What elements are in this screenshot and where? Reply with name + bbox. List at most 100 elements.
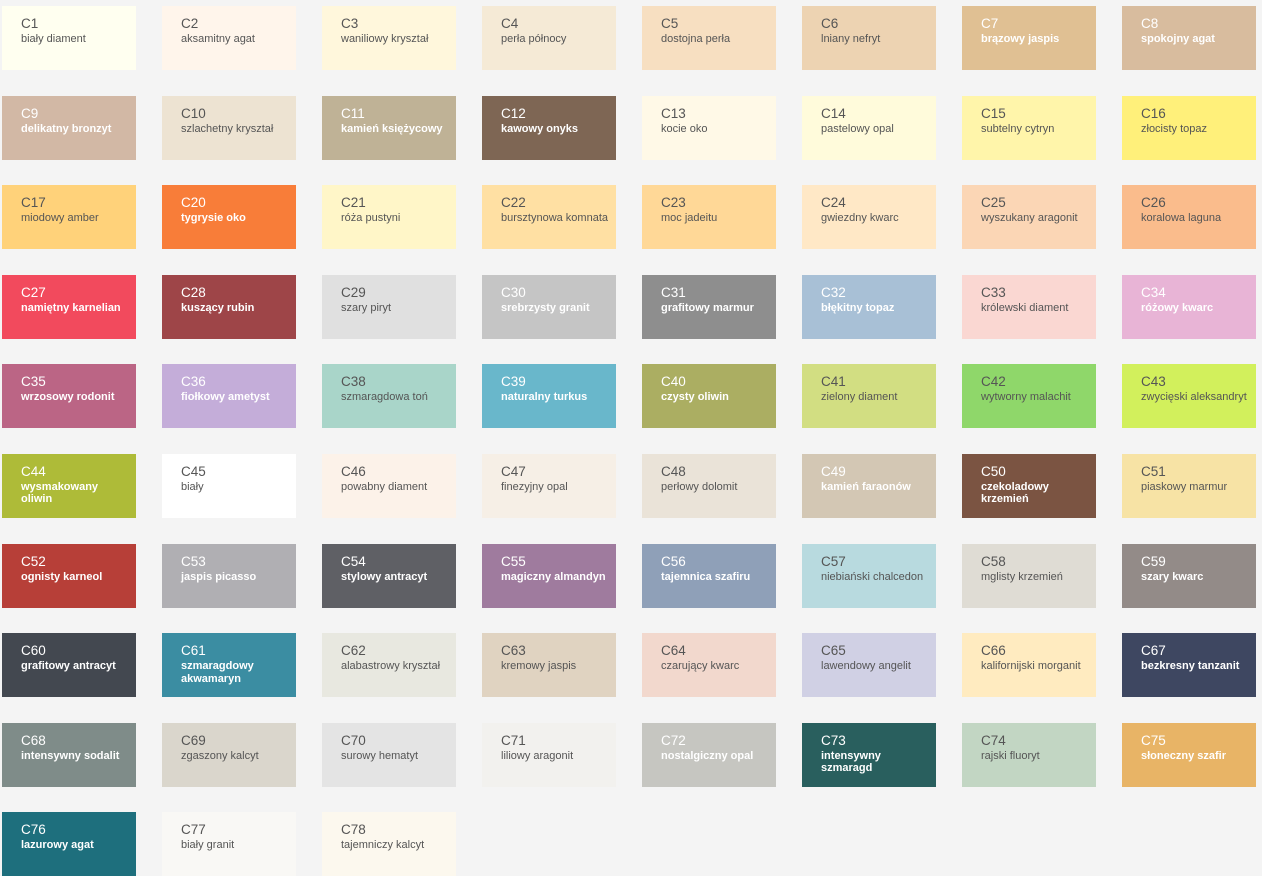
color-swatch-c65[interactable]: C65 lawendowy angelit xyxy=(802,633,936,698)
color-swatch-c26[interactable]: C26 koralowa laguna xyxy=(1122,185,1256,250)
color-swatch-c14[interactable]: C14 pastelowy opal xyxy=(802,95,936,160)
color-swatch-c67[interactable]: C67 bezkresny tanzanit xyxy=(1122,633,1256,698)
color-swatch-c75[interactable]: C75 słoneczny szafir xyxy=(1122,722,1256,787)
color-swatch-c41[interactable]: C41 zielony diament xyxy=(802,364,936,429)
color-swatch-c25[interactable]: C25 wyszukany aragonit xyxy=(962,185,1096,250)
color-swatch-c49[interactable]: C49 kamień faraonów xyxy=(802,453,936,518)
swatch-name: czekoladowy krzemień xyxy=(981,480,1049,506)
swatch-code: C6 xyxy=(821,16,839,31)
swatch-code: C56 xyxy=(661,553,686,569)
color-swatch-c11[interactable]: C11 kamień księżycowy xyxy=(322,95,456,160)
color-swatch-c21[interactable]: C21 róża pustyni xyxy=(322,185,456,250)
swatch-code: C35 xyxy=(21,374,46,390)
color-swatch-c57[interactable]: C57 niebiański chalcedon xyxy=(802,543,936,608)
color-swatch-c54[interactable]: C54 stylowy antracyt xyxy=(322,543,456,608)
color-swatch-c28[interactable]: C28 kuszący rubin xyxy=(162,274,296,339)
color-swatch-c53[interactable]: C53 jaspis picasso xyxy=(162,543,296,608)
color-swatch-c58[interactable]: C58 mglisty krzemień xyxy=(962,543,1096,608)
swatch-name: intensywny sodalit xyxy=(21,749,120,762)
color-swatch-c3[interactable]: C3 waniliowy kryształ xyxy=(322,6,456,70)
color-swatch-c63[interactable]: C63 kremowy jaspis xyxy=(482,633,616,698)
color-swatch-c16[interactable]: C16 złocisty topaz xyxy=(1122,95,1256,160)
color-swatch-c8[interactable]: C8 spokojny agat xyxy=(1122,6,1256,70)
color-swatch-c30[interactable]: C30 srebrzysty granit xyxy=(482,274,616,339)
color-swatch-c71[interactable]: C71 liliowy aragonit xyxy=(482,722,616,787)
color-swatch-c39[interactable]: C39 naturalny turkus xyxy=(482,364,616,429)
color-swatch-c33[interactable]: C33 królewski diament xyxy=(962,274,1096,339)
color-swatch-c40[interactable]: C40 czysty oliwin xyxy=(642,364,776,429)
color-swatch-c62[interactable]: C62 alabastrowy kryształ xyxy=(322,633,456,698)
color-swatch-c23[interactable]: C23 moc jadeitu xyxy=(642,185,776,250)
color-swatch-c72[interactable]: C72 nostalgiczny opal xyxy=(642,722,776,787)
color-swatch-c61[interactable]: C61 szmaragdowy akwamaryn xyxy=(162,633,296,698)
swatch-code: C24 xyxy=(821,195,846,211)
swatch-code: C71 xyxy=(501,732,526,748)
swatch-code: C72 xyxy=(661,732,686,748)
color-swatch-c24[interactable]: C24 gwiezdny kwarc xyxy=(802,185,936,250)
color-swatch-c48[interactable]: C48 perłowy dolomit xyxy=(642,453,776,518)
swatch-name: lniany nefryt xyxy=(821,33,881,45)
color-swatch-c50[interactable]: C50 czekoladowy krzemień xyxy=(962,453,1096,518)
swatch-name: powabny diament xyxy=(341,480,428,493)
color-swatch-c15[interactable]: C15 subtelny cytryn xyxy=(962,95,1096,160)
color-swatch-c44[interactable]: C44 wysmakowany oliwin xyxy=(2,453,136,518)
color-swatch-c34[interactable]: C34 różowy kwarc xyxy=(1122,274,1256,339)
color-swatch-c45[interactable]: C45 biały xyxy=(162,453,296,518)
color-swatch-c2[interactable]: C2 aksamitny agat xyxy=(162,6,296,70)
swatch-code: C66 xyxy=(981,643,1006,659)
color-swatch-c52[interactable]: C52 ognisty karneol xyxy=(2,543,136,608)
color-swatch-c55[interactable]: C55 magiczny almandyn xyxy=(482,543,616,608)
color-swatch-c68[interactable]: C68 intensywny sodalit xyxy=(2,722,136,787)
color-swatch-c36[interactable]: C36 fiołkowy ametyst xyxy=(162,364,296,429)
color-swatch-c4[interactable]: C4 perła północy xyxy=(482,6,616,70)
color-swatch-c1[interactable]: C1 biały diament xyxy=(2,6,136,70)
color-swatch-c64[interactable]: C64 czarujący kwarc xyxy=(642,633,776,698)
color-swatch-c12[interactable]: C12 kawowy onyks xyxy=(482,95,616,160)
color-swatch-c10[interactable]: C10 szlachetny kryształ xyxy=(162,95,296,160)
swatch-code: C59 xyxy=(1141,553,1166,569)
color-swatch-c78[interactable]: C78 tajemniczy kalcyt xyxy=(322,812,456,876)
swatch-code: C58 xyxy=(981,553,1006,569)
color-swatch-c31[interactable]: C31 grafitowy marmur xyxy=(642,274,776,339)
color-swatch-c56[interactable]: C56 tajemnica szafiru xyxy=(642,543,776,608)
swatch-code: C67 xyxy=(1141,643,1166,659)
color-swatch-c59[interactable]: C59 szary kwarc xyxy=(1122,543,1256,608)
swatch-code: C25 xyxy=(981,195,1006,211)
color-swatch-c47[interactable]: C47 finezyjny opal xyxy=(482,453,616,518)
color-swatch-c5[interactable]: C5 dostojna perła xyxy=(642,6,776,70)
color-swatch-c74[interactable]: C74 rajski fluoryt xyxy=(962,722,1096,787)
color-swatch-c9[interactable]: C9 delikatny bronzyt xyxy=(2,95,136,160)
color-swatch-c35[interactable]: C35 wrzosowy rodonit xyxy=(2,364,136,429)
swatch-name: spokojny agat xyxy=(1141,33,1215,45)
color-swatch-c13[interactable]: C13 kocie oko xyxy=(642,95,776,160)
color-swatch-c38[interactable]: C38 szmaragdowa toń xyxy=(322,364,456,429)
color-swatch-c6[interactable]: C6 lniany nefryt xyxy=(802,6,936,70)
color-swatch-c17[interactable]: C17 miodowy amber xyxy=(2,185,136,250)
swatch-name: piaskowy marmur xyxy=(1141,480,1228,493)
color-swatch-c32[interactable]: C32 błękitny topaz xyxy=(802,274,936,339)
swatch-name: lawendowy angelit xyxy=(821,660,911,673)
color-swatch-c77[interactable]: C77 biały granit xyxy=(162,812,296,876)
color-swatch-c43[interactable]: C43 zwycięski aleksandryt xyxy=(1122,364,1256,429)
color-swatch-c73[interactable]: C73 intensywny szmaragd xyxy=(802,722,936,787)
swatch-code: C48 xyxy=(661,463,686,479)
color-swatch-c7[interactable]: C7 brązowy jaspis xyxy=(962,6,1096,70)
color-swatch-c51[interactable]: C51 piaskowy marmur xyxy=(1122,453,1256,518)
swatch-code: C15 xyxy=(981,105,1006,121)
color-swatch-c70[interactable]: C70 surowy hematyt xyxy=(322,722,456,787)
swatch-name: tygrysie oko xyxy=(181,212,246,225)
color-swatch-c22[interactable]: C22 bursztynowa komnata xyxy=(482,185,616,250)
color-swatch-c29[interactable]: C29 szary piryt xyxy=(322,274,456,339)
swatch-name: ognisty karneol xyxy=(21,570,103,583)
color-swatch-c46[interactable]: C46 powabny diament xyxy=(322,453,456,518)
color-swatch-c69[interactable]: C69 zgaszony kalcyt xyxy=(162,722,296,787)
color-swatch-c27[interactable]: C27 namiętny karnelian xyxy=(2,274,136,339)
color-swatch-c42[interactable]: C42 wytworny malachit xyxy=(962,364,1096,429)
color-swatch-c66[interactable]: C66 kalifornijski morganit xyxy=(962,633,1096,698)
color-swatch-c60[interactable]: C60 grafitowy antracyt xyxy=(2,633,136,698)
swatch-name: gwiezdny kwarc xyxy=(821,212,899,225)
swatch-name: szmaragdowa toń xyxy=(341,391,428,404)
color-swatch-c20[interactable]: C20 tygrysie oko xyxy=(162,185,296,250)
color-swatch-c76[interactable]: C76 lazurowy agat xyxy=(2,812,136,876)
swatch-code: C60 xyxy=(21,643,46,659)
